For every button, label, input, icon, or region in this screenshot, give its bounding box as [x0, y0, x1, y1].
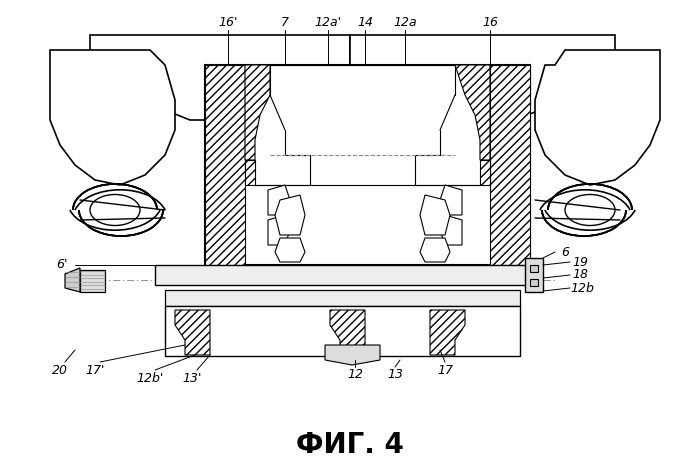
Text: 12a': 12a' [314, 16, 342, 28]
Text: 16': 16' [218, 16, 238, 28]
Text: 6': 6' [56, 258, 68, 272]
Polygon shape [268, 185, 290, 215]
Text: 16: 16 [482, 16, 498, 28]
Text: 12b: 12b [570, 282, 594, 294]
Text: 7: 7 [281, 16, 289, 28]
Polygon shape [420, 238, 450, 262]
Bar [205, 65, 530, 265]
Polygon shape [420, 195, 450, 235]
Polygon shape [430, 310, 465, 355]
Text: ФИГ. 4: ФИГ. 4 [296, 431, 404, 459]
Text: 12b': 12b' [136, 371, 164, 384]
Polygon shape [205, 65, 245, 265]
Bar [530, 265, 538, 272]
Text: 12a: 12a [393, 16, 416, 28]
Polygon shape [268, 215, 290, 245]
Polygon shape [245, 160, 255, 185]
Text: 13': 13' [182, 371, 202, 384]
Polygon shape [175, 310, 210, 355]
Text: 20: 20 [52, 363, 68, 377]
Bar [525, 258, 543, 292]
Polygon shape [275, 238, 305, 262]
Text: 13: 13 [387, 369, 403, 381]
Polygon shape [455, 65, 490, 160]
Polygon shape [350, 35, 615, 120]
Bar [530, 279, 538, 286]
Polygon shape [325, 345, 380, 365]
Polygon shape [245, 65, 270, 160]
Polygon shape [490, 65, 530, 265]
Bar [155, 265, 530, 285]
Polygon shape [80, 270, 105, 292]
Polygon shape [535, 50, 660, 185]
Polygon shape [90, 35, 350, 120]
Text: 6: 6 [561, 246, 569, 258]
Polygon shape [50, 50, 175, 185]
Polygon shape [65, 268, 80, 292]
Text: 17: 17 [437, 363, 453, 377]
Text: 19: 19 [572, 256, 588, 268]
Text: 18: 18 [572, 268, 588, 282]
Text: 12: 12 [347, 369, 363, 381]
Polygon shape [440, 215, 462, 245]
Polygon shape [440, 185, 462, 215]
Polygon shape [330, 310, 365, 355]
Bar [165, 290, 520, 306]
Bar [165, 306, 520, 356]
Polygon shape [275, 195, 305, 235]
Polygon shape [480, 160, 490, 185]
Text: 14: 14 [357, 16, 373, 28]
Text: 17': 17' [85, 363, 105, 377]
